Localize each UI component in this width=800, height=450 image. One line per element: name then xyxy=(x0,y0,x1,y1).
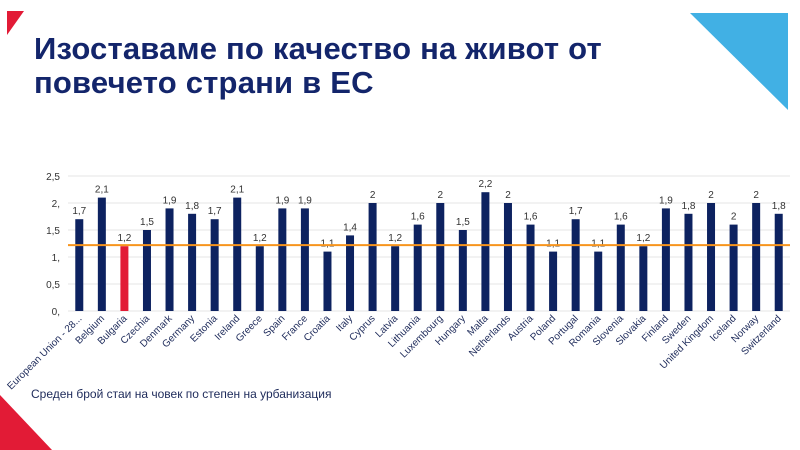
y-tick-label: 2,5 xyxy=(46,172,60,183)
y-tick-label: 1,5 xyxy=(46,226,60,237)
bar-france xyxy=(300,208,309,311)
bar-italy xyxy=(346,235,355,311)
bar-poland xyxy=(549,251,558,311)
category-label: European Union - 28... xyxy=(5,313,84,392)
data-label: 1,9 xyxy=(275,195,289,206)
data-label: 1,7 xyxy=(72,206,86,217)
bar-cyprus xyxy=(368,203,377,311)
data-label: 2 xyxy=(753,190,759,201)
data-label: 1,9 xyxy=(163,195,177,206)
bar-slovenia xyxy=(616,224,625,311)
bar-czechia xyxy=(142,230,151,311)
data-label: 1,2 xyxy=(388,233,402,244)
data-label: 1,1 xyxy=(321,239,335,250)
bar-spain xyxy=(278,208,287,311)
data-label: 1,7 xyxy=(569,206,583,217)
data-label: 1,8 xyxy=(185,201,199,212)
bar-croatia xyxy=(323,251,332,311)
bar-european-union- xyxy=(75,219,84,311)
bar-belgium xyxy=(97,197,106,311)
data-label: 2 xyxy=(505,190,511,201)
data-label: 1,1 xyxy=(591,239,605,250)
data-label: 1,6 xyxy=(614,212,628,223)
bar-greece xyxy=(255,246,264,311)
chart-caption: Среден брой стаи на човек по степен на у… xyxy=(31,387,332,401)
bar-ireland xyxy=(233,197,242,311)
data-label: 1,8 xyxy=(682,201,696,212)
bar-netherlands xyxy=(503,203,512,311)
bar-united-kingdom xyxy=(707,203,716,311)
data-label: 1,7 xyxy=(208,206,222,217)
y-tick-label: 0,5 xyxy=(46,280,60,291)
bar-austria xyxy=(526,224,535,311)
bar-latvia xyxy=(391,246,400,311)
bar-bulgaria xyxy=(120,246,129,311)
data-label: 1,5 xyxy=(456,217,470,228)
data-label: 2 xyxy=(731,212,737,223)
bar-switzerland xyxy=(774,213,783,311)
title-line-1: Изоставаме по качество на живот от xyxy=(34,31,602,66)
bar-slovakia xyxy=(639,246,648,311)
data-label: 2 xyxy=(438,190,444,201)
data-label: 2 xyxy=(370,190,376,201)
data-label: 1,8 xyxy=(772,201,786,212)
title-line-2: повечето страни в ЕС xyxy=(34,65,374,100)
slide-title: Изоставаме по качество на живот от повеч… xyxy=(34,32,734,100)
data-label: 2,1 xyxy=(95,185,109,196)
category-label: Croatia xyxy=(302,313,333,344)
y-tick-label: 0, xyxy=(52,307,60,318)
data-label: 1,4 xyxy=(343,222,357,233)
category-label: Cyprus xyxy=(348,313,378,343)
data-label: 1,1 xyxy=(546,239,560,250)
data-label: 1,9 xyxy=(298,195,312,206)
bar-germany xyxy=(188,213,197,311)
y-tick-label: 1, xyxy=(52,253,60,264)
bar-iceland xyxy=(729,224,738,311)
data-label: 1,2 xyxy=(636,233,650,244)
bar-sweden xyxy=(684,213,693,311)
red-corner-triangle-top xyxy=(7,11,24,35)
bar-denmark xyxy=(165,208,174,311)
data-label: 1,5 xyxy=(140,217,154,228)
bar-estonia xyxy=(210,219,219,311)
bar-hungary xyxy=(458,230,467,311)
bar-luxembourg xyxy=(436,203,445,311)
bar-lithuania xyxy=(413,224,422,311)
data-label: 1,2 xyxy=(253,233,267,244)
bar-malta xyxy=(481,192,490,311)
bar-norway xyxy=(752,203,761,311)
data-label: 2,2 xyxy=(478,179,492,190)
bar-finland xyxy=(661,208,670,311)
data-label: 1,9 xyxy=(659,195,673,206)
data-label: 1,6 xyxy=(524,212,538,223)
bar-romania xyxy=(594,251,603,311)
data-label: 1,2 xyxy=(117,233,131,244)
data-label: 2,1 xyxy=(230,185,244,196)
data-label: 1,6 xyxy=(411,212,425,223)
data-label: 2 xyxy=(708,190,714,201)
bar-portugal xyxy=(571,219,580,311)
blue-corner-triangle xyxy=(690,13,788,110)
red-corner-triangle-bottom xyxy=(0,395,52,450)
bar-chart: 0, 0,5 1, 1,5 2, 2,5 1,7 European Union - 28...… xyxy=(5,172,790,392)
y-tick-label: 2, xyxy=(52,199,60,210)
